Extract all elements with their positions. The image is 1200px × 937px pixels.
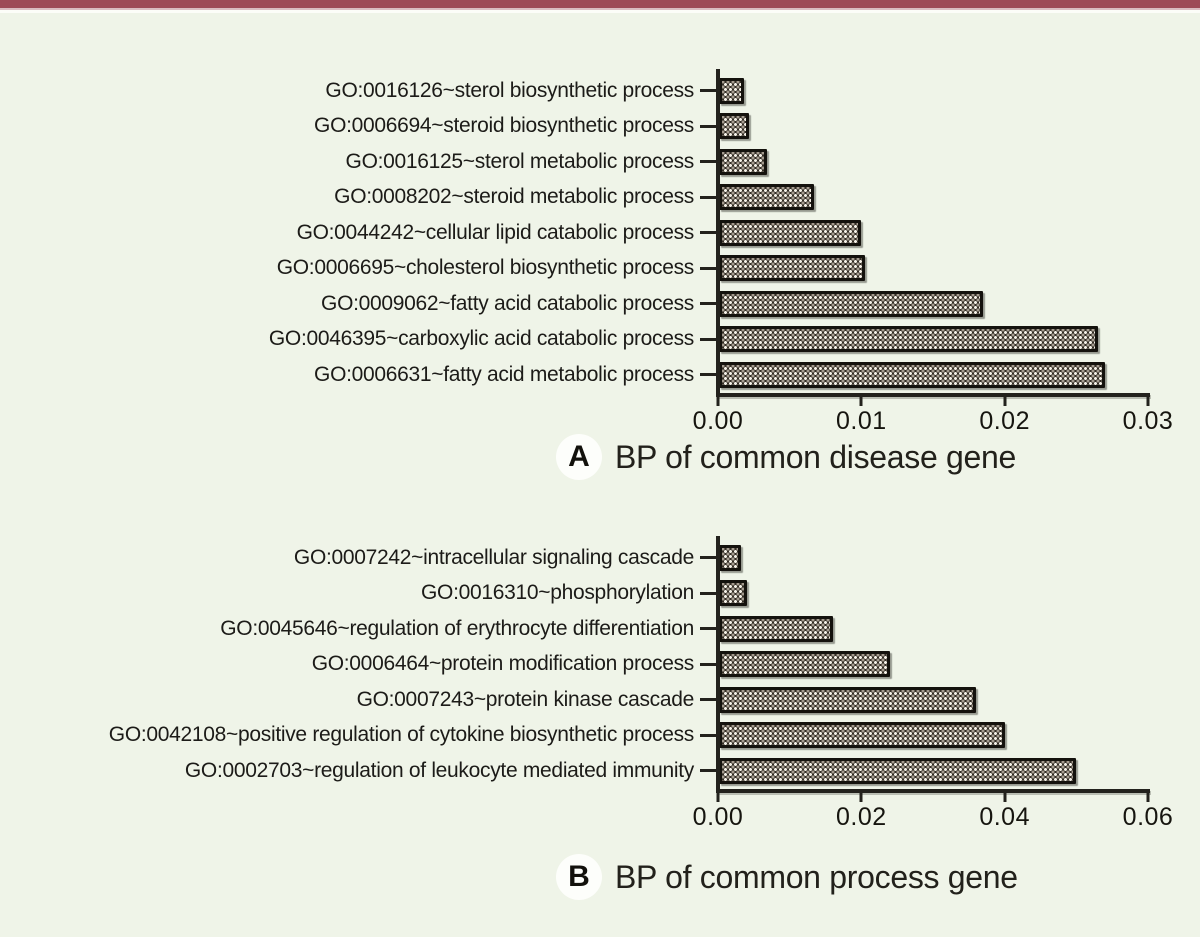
- x-axis-tick-label: 0.02: [979, 406, 1030, 435]
- y-axis-tick: [700, 160, 716, 164]
- bar: [719, 361, 1105, 388]
- category-label: GO:0006464~protein modification process: [311, 652, 695, 676]
- y-axis-tick: [700, 373, 716, 377]
- bar: [719, 326, 1098, 353]
- bar-rows: GO:0016126~sterol biosynthetic process GO…: [0, 73, 1200, 393]
- category-label: GO:0045646~regulation of erythrocyte dif…: [220, 616, 694, 640]
- x-axis-tick-label: 0.06: [1122, 802, 1174, 831]
- chart-row: GO:0016125~sterol metabolic process: [0, 144, 1200, 180]
- x-axis-tick: [1146, 396, 1150, 406]
- chart-row: GO:0002703~regulation of leukocyte media…: [0, 753, 1200, 789]
- panel-a-badge: A: [556, 434, 602, 480]
- panel-b-bar-chart: GO:0007242~intracellular signaling casca…: [0, 536, 1200, 831]
- y-axis-tick: [700, 698, 716, 702]
- x-axis-tick: [1003, 396, 1007, 406]
- chart-row: GO:0007243~protein kinase cascade: [0, 682, 1200, 718]
- chart-row: GO:0007242~intracellular signaling casca…: [0, 540, 1200, 576]
- panel-b-caption: B BP of common process gene: [556, 854, 1018, 900]
- bar: [719, 148, 767, 175]
- x-axis-tick: [716, 792, 720, 802]
- panel-b-title: BP of common process gene: [615, 858, 1018, 895]
- x-axis-tick: [859, 792, 863, 802]
- chart-row: GO:0008202~steroid metabolic process: [0, 180, 1200, 216]
- category-label: GO:0006694~steroid biosynthetic process: [314, 114, 694, 138]
- category-label: GO:0042108~positive regulation of cytoki…: [108, 723, 695, 747]
- y-axis-line: [716, 69, 720, 396]
- bar: [719, 255, 866, 282]
- bar: [719, 615, 833, 642]
- panel-a-bar-chart: GO:0016126~sterol biosynthetic process GO…: [0, 69, 1200, 435]
- x-axis: 0.00 0.02 0.04 0.06: [693, 788, 1173, 831]
- y-axis-tick: [700, 662, 716, 666]
- panel-a-caption: A BP of common disease gene: [556, 434, 1016, 480]
- x-axis-tick: [1003, 792, 1007, 802]
- category-label: GO:0006695~cholesterol biosynthetic proc…: [276, 256, 695, 280]
- top-accent-separator-light: [0, 10, 1200, 13]
- x-axis-tick: [716, 396, 720, 406]
- chart-row: GO:0006694~steroid biosynthetic process: [0, 109, 1200, 145]
- y-axis-tick: [700, 89, 716, 93]
- top-accent-bar: [0, 0, 1200, 8]
- x-axis-tick: [859, 396, 863, 406]
- chart-row: GO:0016310~phosphorylation: [0, 576, 1200, 612]
- x-axis: 0.00 0.01 0.02 0.03: [693, 392, 1173, 435]
- category-label: GO:0002703~regulation of leukocyte media…: [184, 758, 694, 782]
- x-axis-tick-label: 0.02: [835, 802, 887, 831]
- y-axis-tick: [700, 733, 716, 737]
- category-label: GO:0016126~sterol biosynthetic process: [325, 78, 694, 102]
- y-axis-tick: [700, 769, 716, 773]
- y-axis-tick: [700, 266, 716, 270]
- y-axis-tick: [700, 124, 716, 128]
- bar: [719, 77, 744, 104]
- chart-row: GO:0006631~fatty acid metabolic process: [0, 357, 1200, 393]
- y-axis-tick: [700, 627, 716, 631]
- category-label: GO:0044242~cellular lipid catabolic proc…: [296, 220, 695, 244]
- bar: [719, 722, 1005, 749]
- bar: [719, 290, 983, 317]
- bar: [719, 580, 748, 607]
- x-axis-tick-label: 0.01: [835, 406, 887, 435]
- chart-row: GO:0045646~regulation of erythrocyte dif…: [0, 611, 1200, 647]
- bar-rows: GO:0007242~intracellular signaling casca…: [0, 540, 1200, 789]
- y-axis-tick: [700, 556, 716, 560]
- category-label: GO:0016125~sterol metabolic process: [345, 149, 695, 173]
- panel-a-title: BP of common disease gene: [615, 438, 1017, 475]
- bar: [719, 219, 862, 246]
- y-axis-tick: [700, 195, 716, 199]
- category-label: GO:0007242~intracellular signaling casca…: [293, 545, 694, 569]
- x-axis-tick-label: 0.00: [692, 802, 744, 831]
- top-accent-separator: [0, 8, 1200, 10]
- panel-b-badge: B: [556, 854, 602, 900]
- category-label: GO:0007243~protein kinase cascade: [356, 687, 695, 711]
- bar: [719, 113, 750, 140]
- y-axis-line: [716, 536, 720, 792]
- x-axis-tick-label: 0.04: [979, 802, 1030, 831]
- y-axis-tick: [700, 591, 716, 595]
- chart-row: GO:0046395~carboxylic acid catabolic pro…: [0, 322, 1200, 358]
- bar: [719, 686, 976, 713]
- chart-row: GO:0006695~cholesterol biosynthetic proc…: [0, 251, 1200, 287]
- x-axis-tick: [1146, 792, 1150, 802]
- chart-row: GO:0009062~fatty acid catabolic process: [0, 286, 1200, 322]
- bar: [719, 651, 890, 678]
- category-label: GO:0016310~phosphorylation: [421, 581, 694, 605]
- y-axis-tick: [700, 337, 716, 341]
- y-axis-tick: [700, 302, 716, 306]
- chart-row: GO:0044242~cellular lipid catabolic proc…: [0, 215, 1200, 251]
- x-axis-tick-label: 0.00: [692, 406, 744, 435]
- chart-row: GO:0006464~protein modification process: [0, 647, 1200, 683]
- category-label: GO:0009062~fatty acid catabolic process: [321, 291, 694, 315]
- chart-row: GO:0016126~sterol biosynthetic process: [0, 73, 1200, 109]
- category-label: GO:0046395~carboxylic acid catabolic pro…: [268, 327, 694, 351]
- category-label: GO:0008202~steroid metabolic process: [334, 185, 694, 209]
- y-axis-tick: [700, 231, 716, 235]
- category-label: GO:0006631~fatty acid metabolic process: [314, 362, 694, 386]
- bar: [719, 184, 814, 211]
- chart-row: GO:0042108~positive regulation of cytoki…: [0, 718, 1200, 754]
- bar: [719, 544, 741, 571]
- bar: [719, 757, 1077, 784]
- x-axis-tick-label: 0.03: [1122, 406, 1174, 435]
